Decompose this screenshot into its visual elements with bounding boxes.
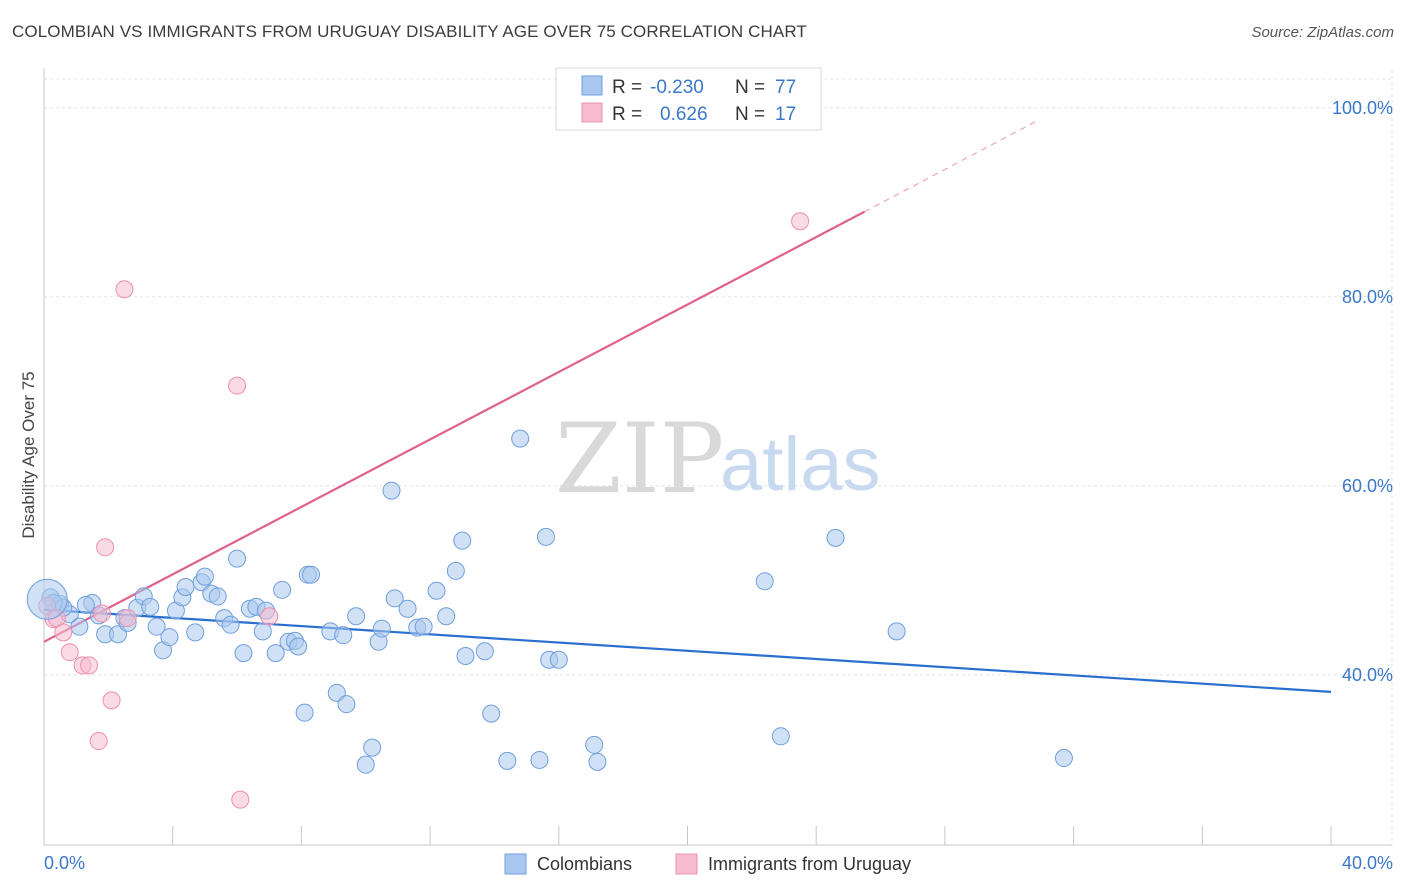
point-colombians	[588, 752, 607, 771]
y-tick-labels: 100.0% 80.0% 60.0% 40.0%	[1332, 98, 1393, 685]
trend-line-extension-uruguay	[864, 121, 1036, 213]
y-tick-label: 100.0%	[1332, 98, 1393, 118]
point-colombians	[511, 429, 530, 448]
point-colombians	[70, 617, 89, 636]
x-tick-label: 0.0%	[44, 853, 85, 873]
point-colombians	[427, 581, 446, 600]
point-colombians	[234, 644, 253, 663]
point-colombians	[273, 580, 292, 599]
y-axis-label: Disability Age Over 75	[19, 371, 38, 538]
point-colombians	[585, 735, 604, 754]
point-colombians	[372, 619, 391, 638]
point-colombians	[414, 617, 433, 636]
point-colombians	[147, 617, 166, 636]
point-colombians	[289, 637, 308, 656]
point-colombians	[482, 704, 501, 723]
point-colombians	[887, 622, 906, 641]
point-colombians	[228, 549, 247, 568]
watermark-zip: ZIP	[555, 403, 724, 515]
point-uruguay	[80, 656, 99, 675]
point-uruguay	[60, 643, 79, 662]
trend-line-uruguay	[43, 210, 865, 643]
source-label: Source: ZipAtlas.com	[1251, 24, 1394, 41]
point-colombians	[755, 572, 774, 591]
point-uruguay	[228, 376, 247, 395]
point-colombians	[1054, 749, 1073, 768]
bottom-legend-colombians: Colombians	[537, 854, 632, 874]
point-uruguay	[96, 538, 115, 557]
legend-r-value: -0.230	[650, 77, 704, 98]
point-uruguay	[791, 212, 810, 231]
point-colombians-large	[26, 578, 68, 620]
legend-r-value: 0.626	[660, 104, 708, 125]
bottom-legend-swatch-pink	[675, 853, 698, 875]
y-tick-label: 80.0%	[1342, 287, 1393, 307]
point-colombians	[295, 703, 314, 722]
point-colombians	[456, 646, 475, 665]
point-colombians	[347, 607, 366, 626]
point-colombians	[530, 750, 549, 769]
point-colombians	[160, 628, 179, 647]
point-colombians	[76, 595, 95, 614]
point-colombians	[498, 751, 517, 770]
point-colombians	[385, 589, 404, 608]
x-tick-labels: 0.0% 40.0%	[44, 853, 1393, 873]
point-uruguay	[231, 790, 250, 809]
point-colombians	[549, 650, 568, 669]
legend-swatch-blue	[581, 75, 603, 96]
point-uruguay	[89, 732, 108, 751]
point-colombians	[176, 577, 195, 596]
point-colombians	[398, 599, 417, 618]
legend-swatch-pink	[581, 102, 603, 123]
point-colombians	[221, 615, 240, 634]
data-points	[26, 212, 1073, 809]
point-uruguay	[115, 280, 134, 299]
trend-lines	[43, 121, 1332, 693]
point-colombians	[141, 597, 160, 616]
point-colombians	[302, 565, 321, 584]
point-colombians	[771, 727, 790, 746]
y-tick-label: 40.0%	[1342, 665, 1393, 685]
point-colombians	[363, 738, 382, 757]
point-colombians	[337, 695, 356, 714]
trend-line-colombians	[43, 608, 1332, 693]
x-tick-label: 40.0%	[1342, 853, 1393, 873]
point-colombians	[536, 527, 555, 546]
watermark-atlas: atlas	[720, 422, 881, 507]
legend-n-value: 77	[775, 77, 796, 98]
point-colombians	[382, 481, 401, 500]
point-colombians	[356, 755, 375, 774]
legend-n-label: N =	[735, 104, 765, 125]
point-uruguay	[102, 691, 121, 710]
point-colombians	[475, 642, 494, 661]
legend-n-label: N =	[735, 77, 765, 98]
point-colombians	[186, 623, 205, 642]
point-colombians	[253, 622, 272, 641]
point-colombians	[826, 528, 845, 547]
legend-r-label: R =	[612, 77, 642, 98]
legend-r-label: R =	[612, 104, 642, 125]
y-tick-label: 60.0%	[1342, 476, 1393, 496]
point-uruguay	[92, 604, 111, 623]
point-colombians	[334, 626, 353, 645]
point-colombians	[266, 644, 285, 663]
point-colombians	[437, 607, 456, 626]
watermark: ZIP atlas	[555, 403, 881, 515]
point-uruguay	[260, 607, 279, 626]
point-colombians	[208, 587, 227, 606]
bottom-legend-uruguay: Immigrants from Uruguay	[708, 854, 911, 874]
chart-title: COLOMBIAN VS IMMIGRANTS FROM URUGUAY DIS…	[12, 22, 807, 41]
top-legend: R = -0.230 N = 77 R = 0.626 N = 17	[555, 67, 822, 131]
bottom-legend-swatch-blue	[504, 853, 527, 875]
point-colombians	[453, 531, 472, 550]
point-colombians	[195, 567, 214, 586]
bottom-legend: Colombians Immigrants from Uruguay	[504, 853, 911, 875]
point-uruguay	[54, 623, 73, 642]
axes	[43, 68, 1392, 846]
legend-n-value: 17	[775, 104, 796, 125]
point-uruguay	[118, 609, 137, 628]
point-colombians	[446, 561, 465, 580]
